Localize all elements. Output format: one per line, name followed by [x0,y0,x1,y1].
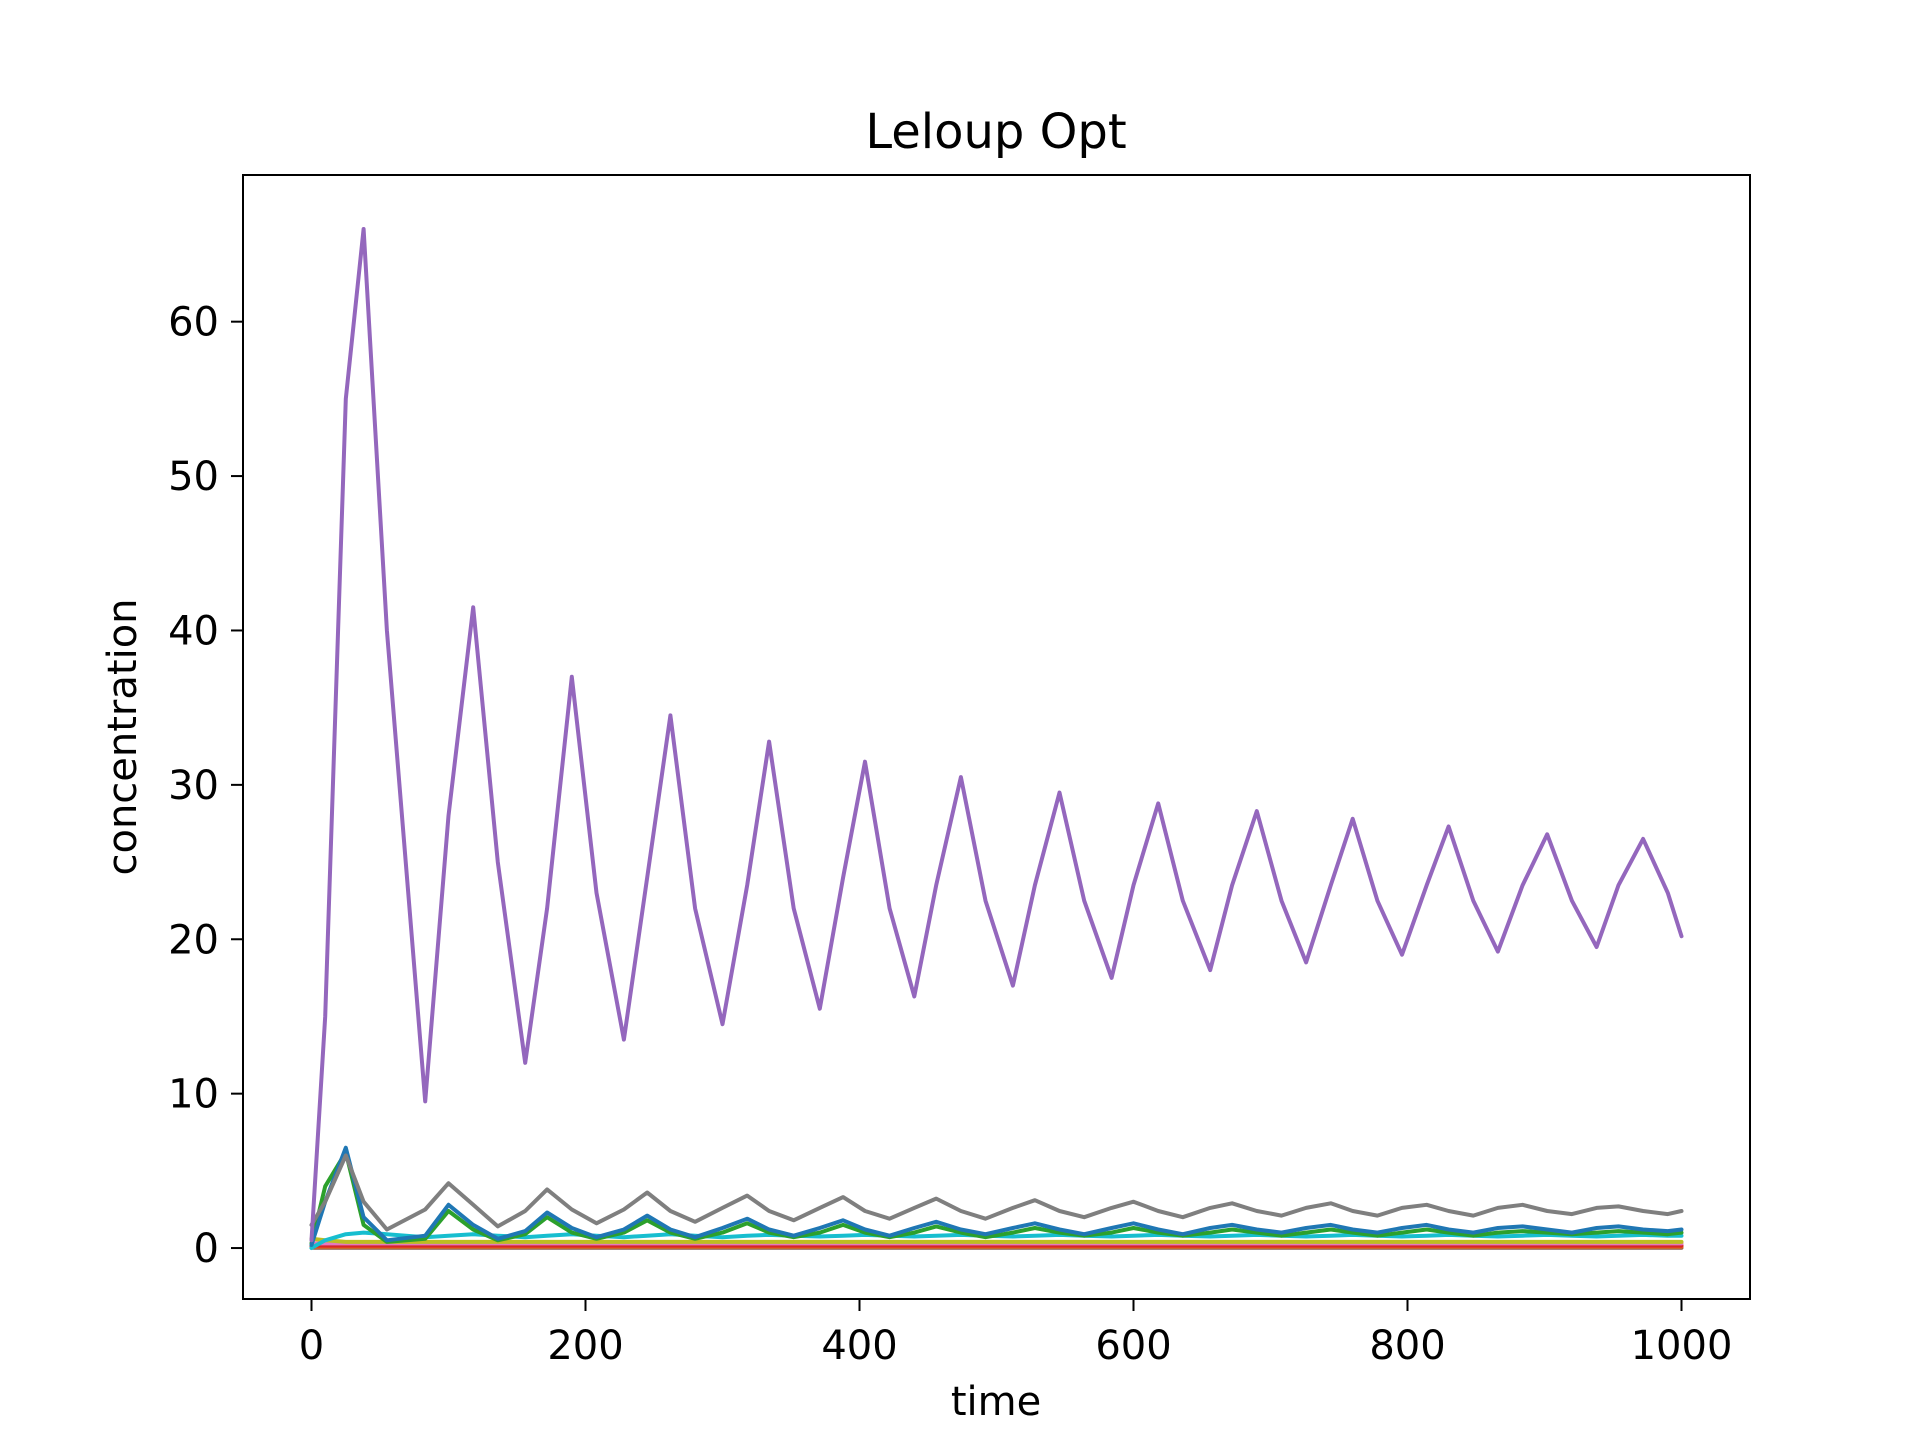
plot-frame [242,174,1751,1300]
y-tick-label: 0 [194,1226,219,1272]
x-axis: 0 200 400 600 800 1000 [299,1299,1733,1369]
series-line-3 [309,1145,1684,1247]
y-axis: 0 10 20 30 40 50 60 [168,300,243,1272]
y-tick-label: 40 [168,608,219,654]
y-tick-label: 10 [168,1072,219,1118]
x-tick-label: 0 [299,1323,324,1369]
x-tick-label: 1000 [1631,1323,1733,1369]
x-tick-label: 400 [821,1323,897,1369]
series-line-1 [309,227,1684,1243]
chart-title: Leloup Opt [865,104,1126,160]
x-tick-label: 600 [1095,1323,1171,1369]
y-tick-label: 50 [168,454,219,500]
y-tick-label: 30 [168,763,219,809]
y-tick-label: 20 [168,917,219,963]
series-line-2 [309,1153,1684,1232]
x-tick-label: 800 [1369,1323,1445,1369]
series-group [309,227,1684,1250]
series-line-4 [309,1150,1684,1246]
y-axis-label: concentration [100,598,146,875]
x-tick-label: 200 [547,1323,623,1369]
x-axis-label: time [951,1379,1041,1425]
y-tick-label: 60 [168,300,219,346]
series-line-6 [309,1236,1684,1244]
